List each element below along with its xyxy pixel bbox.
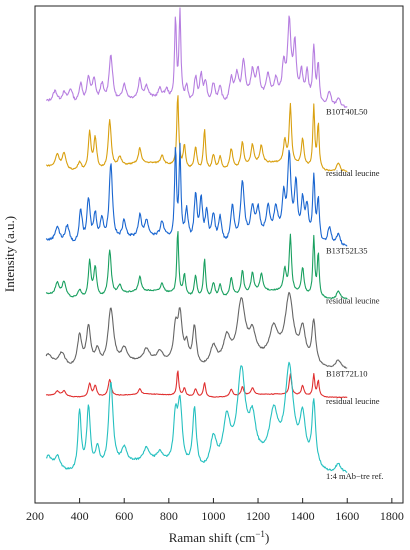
x-tick-label: 600	[115, 509, 133, 523]
series-line	[45, 142, 348, 247]
series-line	[45, 7, 348, 108]
x-tick-label: 200	[26, 509, 44, 523]
x-tick-label: 1600	[335, 509, 359, 523]
x-tick-label: 800	[160, 509, 178, 523]
series-label: B10T40L50	[326, 106, 368, 116]
x-tick-label: 1800	[380, 509, 404, 523]
x-axis-title-sup: −1	[255, 529, 265, 539]
series-label: residual leucine	[326, 396, 380, 406]
x-tick-label: 1200	[246, 509, 270, 523]
y-axis-title: Intensity (a.u.)	[2, 216, 17, 292]
series-line	[45, 291, 348, 369]
series-line	[45, 370, 348, 399]
x-axis-title: Raman shift (cm−1)	[169, 529, 270, 545]
series-label: residual leucine	[326, 296, 380, 306]
series-line	[46, 95, 348, 173]
series-line	[45, 361, 348, 473]
series-labels: B10T40L50 residual leucine B13T52L35 residu…	[326, 106, 383, 481]
series-label: residual leucine	[326, 168, 380, 178]
series-label: B18T72L10	[326, 369, 368, 379]
series-group	[45, 7, 348, 473]
series-label: B13T52L35	[326, 245, 368, 255]
x-axis-title-close: )	[265, 530, 269, 545]
series-line	[45, 230, 348, 300]
x-tick-label: 1000	[201, 509, 225, 523]
plot-frame	[34, 5, 404, 504]
x-ticks: 200 400 600 800 1000 1200 1400 1600 1800	[26, 498, 404, 523]
series-label: 1:4 mAb−tre ref.	[326, 471, 383, 481]
x-tick-label: 1400	[291, 509, 315, 523]
x-axis-title-main: Raman shift (cm	[169, 530, 256, 545]
x-tick-label: 400	[71, 509, 89, 523]
